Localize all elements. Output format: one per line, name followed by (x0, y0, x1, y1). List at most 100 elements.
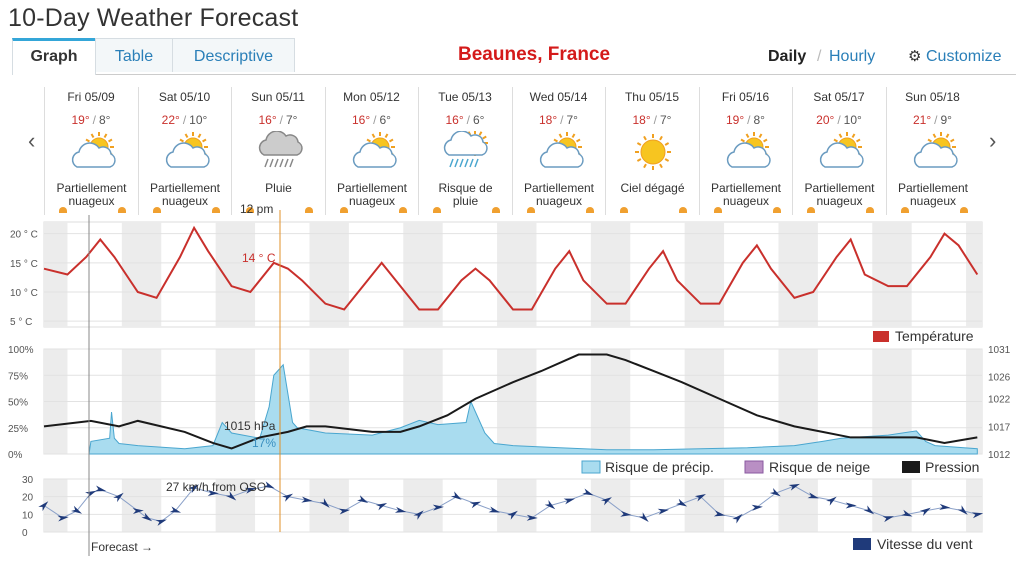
day-card[interactable]: Sat 05/10 22°/10° Partiellement nuageux (137, 87, 232, 215)
legend-wind: Vitesse du vent (877, 536, 973, 552)
partly-cloudy-icon (352, 132, 397, 168)
day-card[interactable]: Tue 05/13 16°/6° Risque de pluie (418, 87, 511, 215)
day-card[interactable]: Fri 05/09 19°/8° Partiellement nuageux (44, 87, 137, 215)
customize-link[interactable]: Customize (926, 48, 1002, 65)
night-band (405, 222, 443, 327)
wind-arrow (71, 505, 83, 514)
low-temp: 6° (473, 113, 485, 127)
night-band (311, 222, 349, 327)
rain-icon (258, 131, 303, 168)
gear-icon[interactable]: ⚙ (908, 48, 922, 65)
day-temps: 19°/8° (700, 113, 792, 127)
y-tick-label: 20 (22, 493, 34, 504)
condition-line-2: nuageux (161, 194, 209, 208)
condition-line-1: Risque de (438, 181, 493, 195)
day-name: Thu 05/15 (624, 90, 680, 104)
y-tick-label: 5 ° C (10, 317, 32, 328)
day-card[interactable]: Sun 05/18 21°/9° Partiellement nuageux (885, 87, 979, 215)
night-band (967, 479, 982, 532)
day-name: Sat 05/10 (158, 90, 211, 104)
next-arrow-icon[interactable]: › (989, 128, 997, 153)
y-tick-label-right: 1022 (988, 395, 1011, 406)
legend-swatch-temperature (873, 331, 889, 342)
low-temp: 10° (843, 113, 862, 127)
night-band (967, 222, 982, 327)
wind-arrow (413, 510, 424, 520)
night-band (686, 222, 725, 327)
sunrise-icon (433, 207, 441, 213)
temp-separator: / (92, 113, 96, 127)
partly-cloudy-icon (913, 132, 958, 168)
temp-separator: / (560, 113, 564, 127)
day-card[interactable]: Fri 05/16 19°/8° Partiellement nuageux (698, 87, 792, 215)
tab-graph[interactable]: Graph (12, 38, 96, 75)
day-temps: 18°/7° (513, 113, 605, 127)
sunrise-icon (246, 207, 254, 213)
day-temps: 19°/8° (45, 113, 137, 127)
y-tick-label: 15 ° C (10, 259, 38, 270)
high-temp: 18° (632, 113, 651, 127)
wind-arrow (507, 510, 518, 520)
night-band (498, 479, 537, 532)
legend-precip: Risque de précip. (605, 459, 714, 475)
day-temps: 18°/7° (606, 113, 698, 127)
y-tick-label: 30 (22, 475, 34, 486)
temp-separator: / (279, 113, 283, 127)
y-tick-label-right: 1012 (988, 450, 1011, 461)
wind-arrow (957, 505, 968, 515)
condition-line-2: nuageux (909, 194, 957, 208)
wind-arrow (620, 510, 632, 517)
wind-arrow (845, 502, 857, 509)
day-temps: 16°/6° (419, 113, 511, 127)
day-card[interactable]: Sun 05/11 16°/7° Pluie (231, 87, 324, 215)
day-card[interactable]: Wed 05/14 18°/7° Partiellement nuageux (511, 87, 605, 215)
daily-toggle[interactable]: Daily (768, 48, 807, 65)
wind-arrow (919, 507, 931, 516)
day-name: Fri 05/16 (721, 90, 770, 104)
partly-cloudy-icon (819, 132, 864, 168)
condition-line-2: nuageux (535, 194, 583, 208)
y-tick-label-left: 0% (8, 450, 23, 461)
day-card[interactable]: Sat 05/17 20°/10° Partiellement nuageux (792, 87, 885, 215)
sunny-icon (635, 134, 671, 170)
condition-text: Partiellement nuageux (139, 182, 232, 208)
night-band (686, 479, 725, 532)
wind-arrow (94, 485, 107, 492)
high-temp: 16° (258, 113, 277, 127)
wind-arrow (882, 516, 894, 523)
hourly-toggle[interactable]: Hourly (829, 48, 876, 65)
night-band (123, 222, 162, 327)
day-temps: 16°/6° (326, 113, 418, 127)
high-temp: 16° (352, 113, 371, 127)
day-name: Sat 05/17 (813, 90, 865, 104)
sunrise-icon (713, 207, 722, 213)
wind-arrow (338, 508, 351, 515)
wind-arrow (751, 504, 763, 511)
y-tick-label-left: 100% (8, 345, 34, 356)
wind-arrow (600, 497, 612, 506)
wind-arrow (432, 504, 444, 511)
partly-cloudy-icon (71, 132, 116, 168)
day-card[interactable]: Thu 05/15 18°/7° Ciel dégagé (605, 87, 698, 215)
temp-separator: / (747, 113, 751, 127)
y-tick-label-right: 1031 (988, 345, 1011, 356)
y-tick-label-left: 50% (8, 398, 28, 409)
prev-arrow-icon[interactable]: ‹ (28, 128, 36, 153)
sunrise-icon (59, 207, 67, 213)
low-temp: 6° (379, 113, 391, 127)
tab-descriptive[interactable]: Descriptive (172, 38, 295, 72)
condition-text: Ciel dégagé (606, 182, 699, 195)
day-card[interactable]: Mon 05/12 16°/6° Partiellement nuageux (324, 87, 418, 215)
wind-arrow (319, 498, 330, 508)
high-temp: 19° (71, 113, 90, 127)
high-temp: 16° (445, 113, 464, 127)
legend-swatch-snow (744, 460, 764, 474)
wind-arrow (732, 513, 743, 524)
night-band (780, 222, 818, 327)
low-temp: 7° (286, 113, 298, 127)
sunset-icon (305, 207, 313, 213)
low-temp: 7° (566, 113, 578, 127)
legend-swatch-pressure (902, 461, 920, 473)
precip-area (88, 363, 978, 455)
wind-arrow (375, 502, 388, 511)
